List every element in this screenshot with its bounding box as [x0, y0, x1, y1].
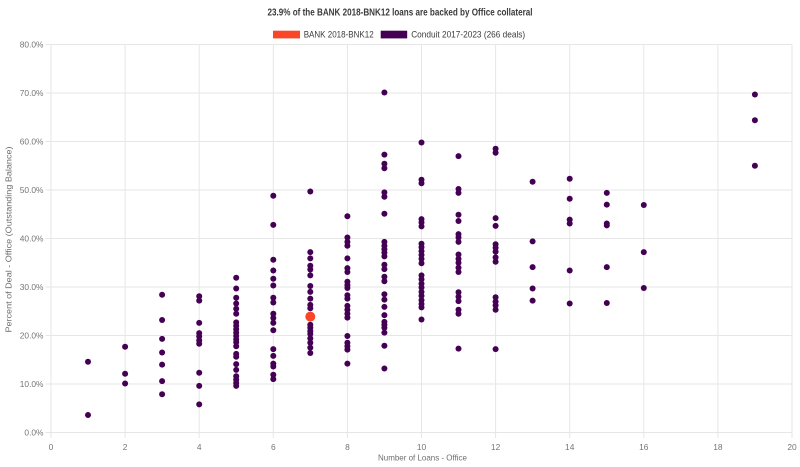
- svg-text:10: 10: [417, 442, 427, 452]
- svg-text:80.0%: 80.0%: [20, 40, 44, 50]
- svg-text:40.0%: 40.0%: [20, 234, 44, 244]
- svg-text:20: 20: [787, 442, 797, 452]
- svg-text:70.0%: 70.0%: [20, 88, 44, 98]
- svg-text:0.0%: 0.0%: [24, 428, 44, 438]
- svg-text:0: 0: [49, 442, 54, 452]
- svg-text:BANK 2018-BNK12: BANK 2018-BNK12: [304, 29, 374, 40]
- svg-text:2: 2: [123, 442, 128, 452]
- svg-text:10.0%: 10.0%: [20, 379, 44, 389]
- svg-text:8: 8: [345, 442, 350, 452]
- svg-text:14: 14: [565, 442, 575, 452]
- svg-text:50.0%: 50.0%: [20, 185, 44, 195]
- svg-text:18: 18: [713, 442, 723, 452]
- svg-text:60.0%: 60.0%: [20, 137, 44, 147]
- svg-text:16: 16: [639, 442, 649, 452]
- svg-text:20.0%: 20.0%: [20, 331, 44, 341]
- svg-text:Number of Loans - Office: Number of Loans - Office: [378, 453, 467, 463]
- svg-text:Percent of Deal - Office (Outs: Percent of Deal - Office (Outstanding Ba…: [4, 146, 14, 332]
- svg-text:23.9% of the BANK 2018-BNK12 l: 23.9% of the BANK 2018-BNK12 loans are b…: [268, 7, 533, 18]
- svg-text:12: 12: [491, 442, 501, 452]
- svg-text:4: 4: [197, 442, 202, 452]
- svg-text:6: 6: [271, 442, 276, 452]
- svg-text:Conduit 2017-2023 (266 deals): Conduit 2017-2023 (266 deals): [411, 29, 525, 40]
- svg-text:30.0%: 30.0%: [20, 282, 44, 292]
